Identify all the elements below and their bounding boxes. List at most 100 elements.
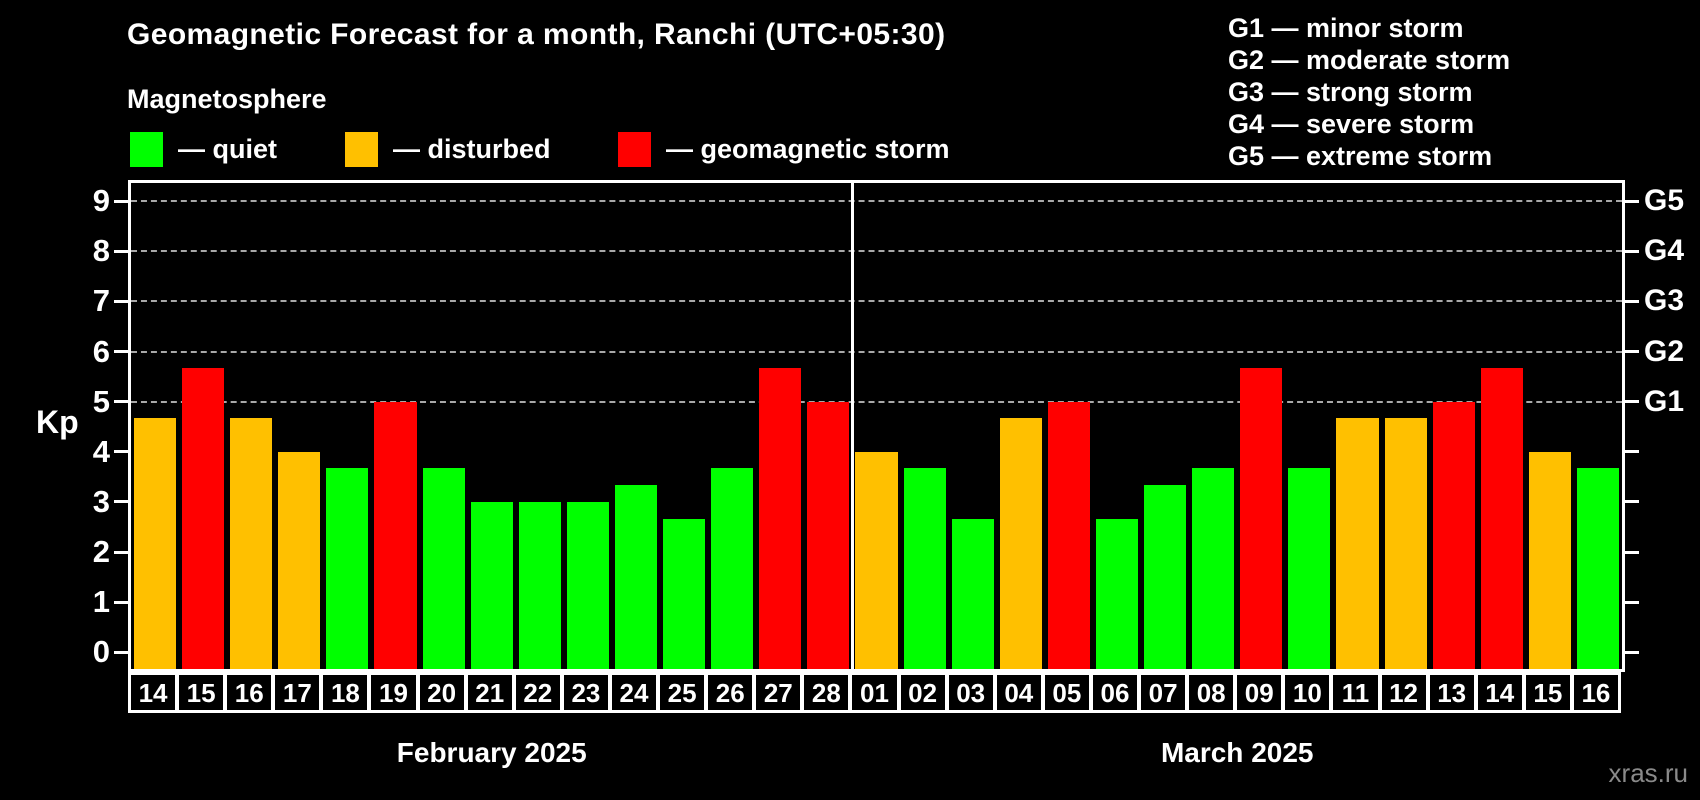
g-scale-label-g1: G1 (1644, 384, 1685, 418)
gridline-kp9 (131, 200, 1622, 203)
kp-bar-february-15 (182, 368, 225, 669)
watermark: xras.ru (1608, 758, 1688, 788)
date-label: 15 (176, 672, 227, 713)
g-scale-label-g3: G3 (1644, 284, 1685, 318)
series-legend: — quiet — disturbed — geomagnetic storm (0, 131, 1100, 171)
y-tick-right-4 (1625, 450, 1639, 454)
legend-label: — geomagnetic storm (666, 133, 950, 164)
kp-bar-march-16 (1576, 468, 1619, 669)
kp-bar-february-27 (759, 368, 802, 669)
legend-label: — quiet (178, 133, 277, 164)
date-label: 07 (1138, 672, 1189, 713)
kp-bar-february-18 (326, 468, 369, 669)
kp-bar-february-28 (807, 401, 850, 669)
kp-bar-march-05 (1047, 401, 1090, 669)
storm-scale-legend: G1 — minor storm G2 — moderate storm G3 — … (1228, 12, 1510, 172)
gridline-kp7 (131, 300, 1622, 303)
kp-bar-february-23 (566, 502, 609, 669)
kp-bar-february-16 (230, 418, 273, 669)
kp-bar-march-14 (1480, 368, 1523, 669)
y-axis-title: Kp (36, 404, 79, 440)
y-tick-right-0 (1625, 650, 1639, 654)
storm-swatch-icon (618, 131, 651, 167)
date-label: 08 (1186, 672, 1237, 713)
date-label: 04 (993, 672, 1044, 713)
date-label: 24 (608, 672, 660, 713)
y-tick-left-1 (114, 600, 128, 604)
y-tick-right-3 (1625, 500, 1639, 504)
y-tick-left-5 (114, 400, 128, 404)
storm-scale-line: G2 — moderate storm (1228, 45, 1511, 75)
y-tick-left-9 (114, 199, 128, 203)
magnetosphere-label: Magnetosphere (127, 84, 327, 114)
date-label: 03 (945, 672, 996, 713)
legend-item-quiet: — quiet (130, 131, 277, 167)
y-tick-label-1: 1 (92, 584, 110, 620)
date-label: 16 (224, 672, 275, 713)
kp-bar-march-10 (1288, 468, 1331, 669)
storm-scale-line: G1 — minor storm (1228, 13, 1464, 43)
date-label: 21 (464, 672, 515, 713)
plot-area (128, 180, 1625, 672)
kp-bar-march-07 (1144, 485, 1187, 669)
date-label: 10 (1282, 672, 1333, 713)
storm-scale-line: G5 — extreme storm (1228, 141, 1493, 171)
y-tick-label-8: 8 (92, 233, 110, 269)
kp-bar-february-17 (278, 451, 321, 669)
kp-bar-march-03 (951, 518, 994, 669)
date-label: 12 (1378, 672, 1429, 713)
kp-bar-february-22 (518, 502, 561, 669)
y-tick-left-3 (114, 500, 128, 504)
legend-item-disturbed: — disturbed (345, 131, 551, 167)
date-label: 18 (320, 672, 371, 713)
kp-bar-february-21 (470, 502, 513, 669)
kp-bar-march-02 (903, 468, 946, 669)
date-label: 22 (512, 672, 563, 713)
kp-bar-february-19 (374, 401, 417, 669)
y-tick-right-8 (1625, 249, 1639, 253)
kp-bar-february-20 (422, 468, 465, 669)
date-label: 25 (657, 672, 708, 713)
date-label: 28 (801, 672, 852, 713)
y-tick-label-0: 0 (92, 634, 110, 670)
date-label: 23 (560, 672, 611, 713)
date-label: 02 (897, 672, 948, 713)
month-divider (850, 183, 854, 669)
date-label: 11 (1330, 672, 1381, 713)
kp-bar-march-11 (1336, 418, 1379, 669)
y-tick-left-8 (114, 249, 128, 253)
date-label: 19 (368, 672, 419, 713)
g-scale-label-g2: G2 (1644, 334, 1685, 368)
gridline-kp6 (131, 350, 1622, 353)
g-scale-label-g5: G5 (1644, 184, 1685, 218)
y-tick-label-6: 6 (92, 333, 110, 369)
date-label: 01 (849, 672, 900, 713)
kp-bar-march-15 (1528, 451, 1571, 669)
page-title: Geomagnetic Forecast for a month, Ranchi… (127, 18, 946, 51)
kp-bar-march-09 (1240, 368, 1283, 669)
y-tick-left-7 (114, 299, 128, 303)
storm-scale-line: G3 — strong storm (1228, 77, 1473, 107)
y-tick-left-4 (114, 450, 128, 454)
kp-bar-march-01 (855, 451, 898, 669)
y-tick-right-6 (1625, 350, 1639, 354)
g-scale-label-g4: G4 (1644, 234, 1685, 268)
kp-bar-february-25 (663, 518, 706, 669)
date-label: 20 (416, 672, 467, 713)
date-label: 14 (1474, 672, 1525, 713)
date-label: 16 (1570, 672, 1621, 713)
disturbed-swatch-icon (345, 131, 378, 167)
gridline-kp5 (131, 400, 1622, 403)
y-tick-label-2: 2 (92, 534, 110, 570)
kp-bar-february-14 (134, 418, 177, 669)
kp-bar-march-08 (1192, 468, 1235, 669)
month-label: February 2025 (396, 737, 587, 768)
date-label: 09 (1234, 672, 1285, 713)
date-label: 13 (1426, 672, 1477, 713)
date-label: 26 (705, 672, 756, 713)
date-label: 14 (128, 672, 179, 713)
y-tick-label-7: 7 (92, 283, 110, 319)
kp-bar-march-12 (1384, 418, 1427, 669)
y-tick-label-9: 9 (92, 183, 110, 219)
date-label: 17 (272, 672, 323, 713)
